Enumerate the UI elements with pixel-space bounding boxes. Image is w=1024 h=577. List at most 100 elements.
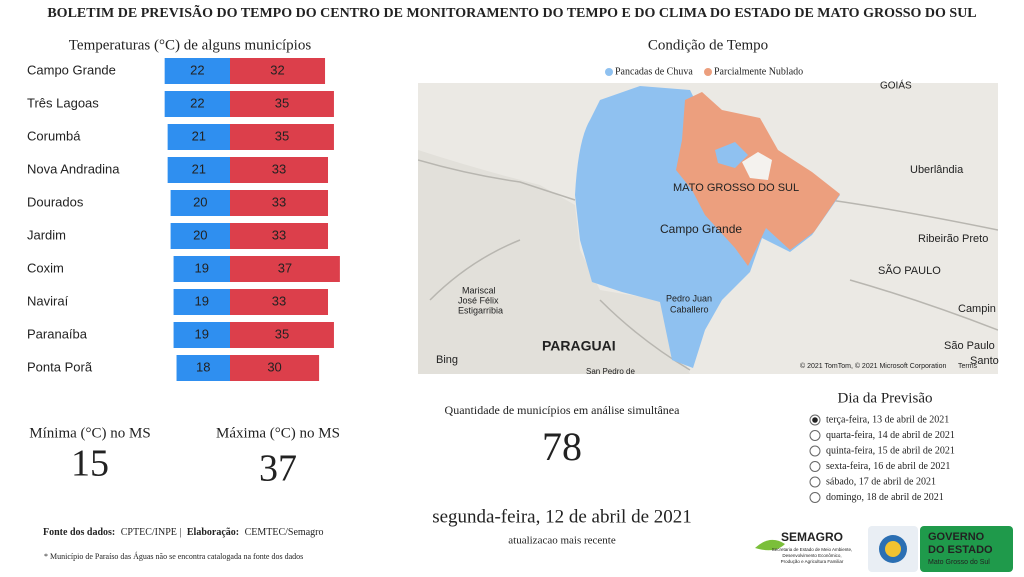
- bar: [167, 124, 230, 150]
- map-label: MATO GROSSO DO SUL: [673, 182, 799, 194]
- logo-text: GOVERNO: [928, 531, 985, 543]
- legend-swatch: [605, 68, 613, 76]
- logo-text: Produção e Agricultura Familiar: [781, 559, 844, 564]
- bar: [173, 289, 230, 315]
- value-label: 32: [270, 62, 284, 77]
- value-label: 20: [193, 194, 207, 209]
- bar: [170, 223, 230, 249]
- card-label: Mínima (°C) no MS: [29, 425, 150, 441]
- bar: [176, 355, 230, 381]
- bar: [230, 190, 329, 216]
- value-label: 19: [195, 326, 209, 341]
- radio-label[interactable]: sexta-feira, 16 de abril de 2021: [826, 461, 950, 472]
- bar-chart: Campo Grande 22 32 Três Lagoas 22 35 Corumbá 21…: [27, 58, 340, 381]
- radio-label[interactable]: quarta-feira, 14 de abril de 2021: [826, 430, 955, 441]
- bar: [230, 322, 334, 348]
- radio-button[interactable]: [809, 476, 821, 488]
- bar: [170, 190, 230, 216]
- region: [575, 86, 840, 368]
- value-label: 20: [193, 227, 207, 242]
- radio-button[interactable]: [809, 430, 821, 441]
- value-label: 35: [275, 95, 289, 110]
- card-value: 15: [71, 443, 109, 485]
- border: [418, 159, 998, 371]
- footer-part: CPTEC/INPE |: [121, 527, 182, 538]
- map-label: Campin: [958, 303, 996, 315]
- radio-option[interactable]: terça-feira, 13 de abril de 2021: [809, 414, 949, 426]
- value-label: 19: [195, 293, 209, 308]
- bar: [230, 256, 340, 282]
- footer-note: * Município de Paraíso das Águas não se …: [44, 551, 303, 561]
- map-label: San Pedro de: [586, 367, 635, 376]
- bar: [173, 322, 230, 348]
- radio-button[interactable]: [809, 492, 821, 503]
- map-label: GOIÁS: [880, 79, 912, 92]
- slicer-title: Dia da Previsão: [838, 390, 933, 406]
- bar: [230, 223, 329, 249]
- bar: [230, 355, 320, 381]
- legend-label: Pancadas de Chuva: [615, 66, 693, 77]
- card-label: Máxima (°C) no MS: [216, 425, 340, 441]
- value-label: 33: [272, 293, 286, 308]
- slicer: terça-feira, 13 de abril de 2021 quarta-f…: [809, 414, 955, 503]
- logo-text: Desenvolvimento Econômico,: [782, 553, 841, 558]
- chart-title: Temperaturas (°C) de alguns municípios: [69, 37, 312, 53]
- radio-label[interactable]: quinta-feira, 15 de abril de 2021: [826, 445, 955, 456]
- map-label: Ribeirão Preto: [918, 233, 988, 245]
- value-label: 30: [267, 359, 281, 374]
- map-label: Pedro Juan: [666, 293, 712, 303]
- date: segunda-feira, 12 de abril de 2021: [432, 506, 692, 527]
- value-label: 33: [272, 194, 286, 209]
- radio-button[interactable]: [809, 461, 821, 472]
- radio-label[interactable]: terça-feira, 13 de abril de 2021: [826, 414, 949, 425]
- map-title: Condição de Tempo: [648, 37, 768, 53]
- footer-source: Fonte dos dados: CPTEC/INPE | Elaboração…: [43, 527, 323, 538]
- map-label: Estigarribia: [458, 305, 503, 315]
- card-label: Quantidade de municípios em análise simu…: [445, 403, 681, 417]
- bar: [173, 256, 230, 282]
- category-label: Três Lagoas: [27, 95, 99, 110]
- radio-dot: [812, 417, 818, 423]
- footer-part: Fonte dos dados:: [43, 527, 115, 538]
- radio-option[interactable]: quinta-feira, 15 de abril de 2021: [809, 445, 955, 457]
- value-label: 33: [272, 227, 286, 242]
- footer-part: Elaboração:: [187, 527, 239, 538]
- logo-text: Mato Grosso do Sul: [928, 559, 990, 566]
- logo-semagro: SEMAGRO Secretaria de Estado de Meio Amb…: [755, 530, 852, 564]
- category-label: Ponta Porã: [27, 359, 93, 374]
- map-label: PARAGUAI: [542, 338, 616, 354]
- map-label: Mariscal: [462, 285, 496, 295]
- map-attribution: © 2021 TomTom, © 2021 Microsoft Corporat…: [800, 362, 946, 370]
- map-attribution: Bing: [436, 354, 458, 366]
- logo-text: Secretaria de Estado de Meio Ambiente,: [772, 547, 853, 552]
- legend-label: Parcialmente Nublado: [714, 66, 803, 77]
- map-label: José Félix: [458, 295, 499, 305]
- value-label: 21: [192, 161, 206, 176]
- region: [715, 142, 748, 168]
- bar: [230, 289, 329, 315]
- radio-label[interactable]: domingo, 18 de abril de 2021: [826, 492, 944, 503]
- value-label: 35: [275, 128, 289, 143]
- value-label: 35: [275, 326, 289, 341]
- bar: [230, 58, 326, 84]
- radio-button[interactable]: [809, 445, 821, 457]
- radio-option[interactable]: sexta-feira, 16 de abril de 2021: [809, 461, 950, 472]
- radio-option[interactable]: sábado, 17 de abril de 2021: [809, 476, 936, 488]
- category-label: Campo Grande: [27, 62, 116, 77]
- map-label: SÃO PAULO: [878, 264, 941, 277]
- bar: [230, 124, 334, 150]
- category-label: Corumbá: [27, 128, 81, 143]
- map-attribution: Terms: [958, 363, 978, 370]
- radio-option[interactable]: domingo, 18 de abril de 2021: [809, 492, 944, 503]
- map: GOIÁS Uberlândia MATO GROSSO DO SUL Camp…: [418, 79, 999, 376]
- bar: [164, 91, 230, 117]
- category-label: Dourados: [27, 194, 84, 209]
- region: [742, 152, 772, 180]
- radio-option[interactable]: quarta-feira, 14 de abril de 2021: [809, 430, 955, 441]
- map-label: Campo Grande: [660, 222, 742, 236]
- radio-label[interactable]: sábado, 17 de abril de 2021: [826, 476, 936, 487]
- region: [676, 92, 840, 266]
- category-label: Naviraí: [27, 293, 69, 308]
- category-label: Coxim: [27, 260, 64, 275]
